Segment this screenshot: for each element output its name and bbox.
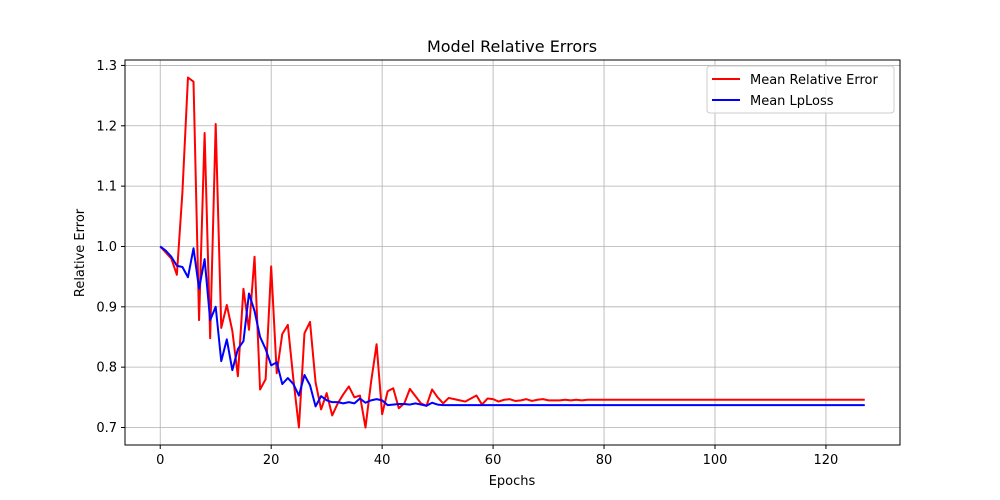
- legend-label: Mean Relative Error: [750, 73, 878, 88]
- x-tick-label: 40: [374, 453, 391, 468]
- y-tick-label: 1.0: [96, 240, 117, 255]
- x-tick-label: 20: [263, 453, 280, 468]
- chart-title: Model Relative Errors: [427, 37, 597, 56]
- y-tick-label: 0.9: [96, 300, 117, 315]
- y-axis-label: Relative Error: [73, 208, 88, 297]
- x-axis: 0 20 40 60 80 100 120: [156, 445, 838, 468]
- y-tick-label: 0.8: [96, 361, 117, 376]
- y-tick-label: 1.1: [96, 180, 117, 195]
- legend-box: [706, 65, 895, 114]
- y-tick-label: 1.2: [96, 119, 117, 134]
- y-tick-label: 0.7: [96, 421, 117, 436]
- x-tick-label: 120: [814, 453, 839, 468]
- x-tick-label: 80: [596, 453, 613, 468]
- x-tick-label: 100: [703, 453, 728, 468]
- series-line-2: [159, 245, 865, 408]
- x-tick-label: 60: [485, 453, 502, 468]
- x-axis-label: Epochs: [489, 474, 536, 489]
- plot-frame: [124, 59, 901, 446]
- grid-lines: [125, 60, 900, 445]
- y-axis: 0.7 0.8 0.9 1.0 1.1 1.2 1.3: [96, 59, 125, 436]
- plot-lines: [159, 76, 865, 429]
- y-tick-label: 1.3: [96, 59, 117, 74]
- legend: Mean Relative Error Mean LpLoss: [706, 65, 895, 114]
- x-tick-label: 0: [156, 453, 164, 468]
- legend-label: Mean LpLoss: [750, 94, 834, 109]
